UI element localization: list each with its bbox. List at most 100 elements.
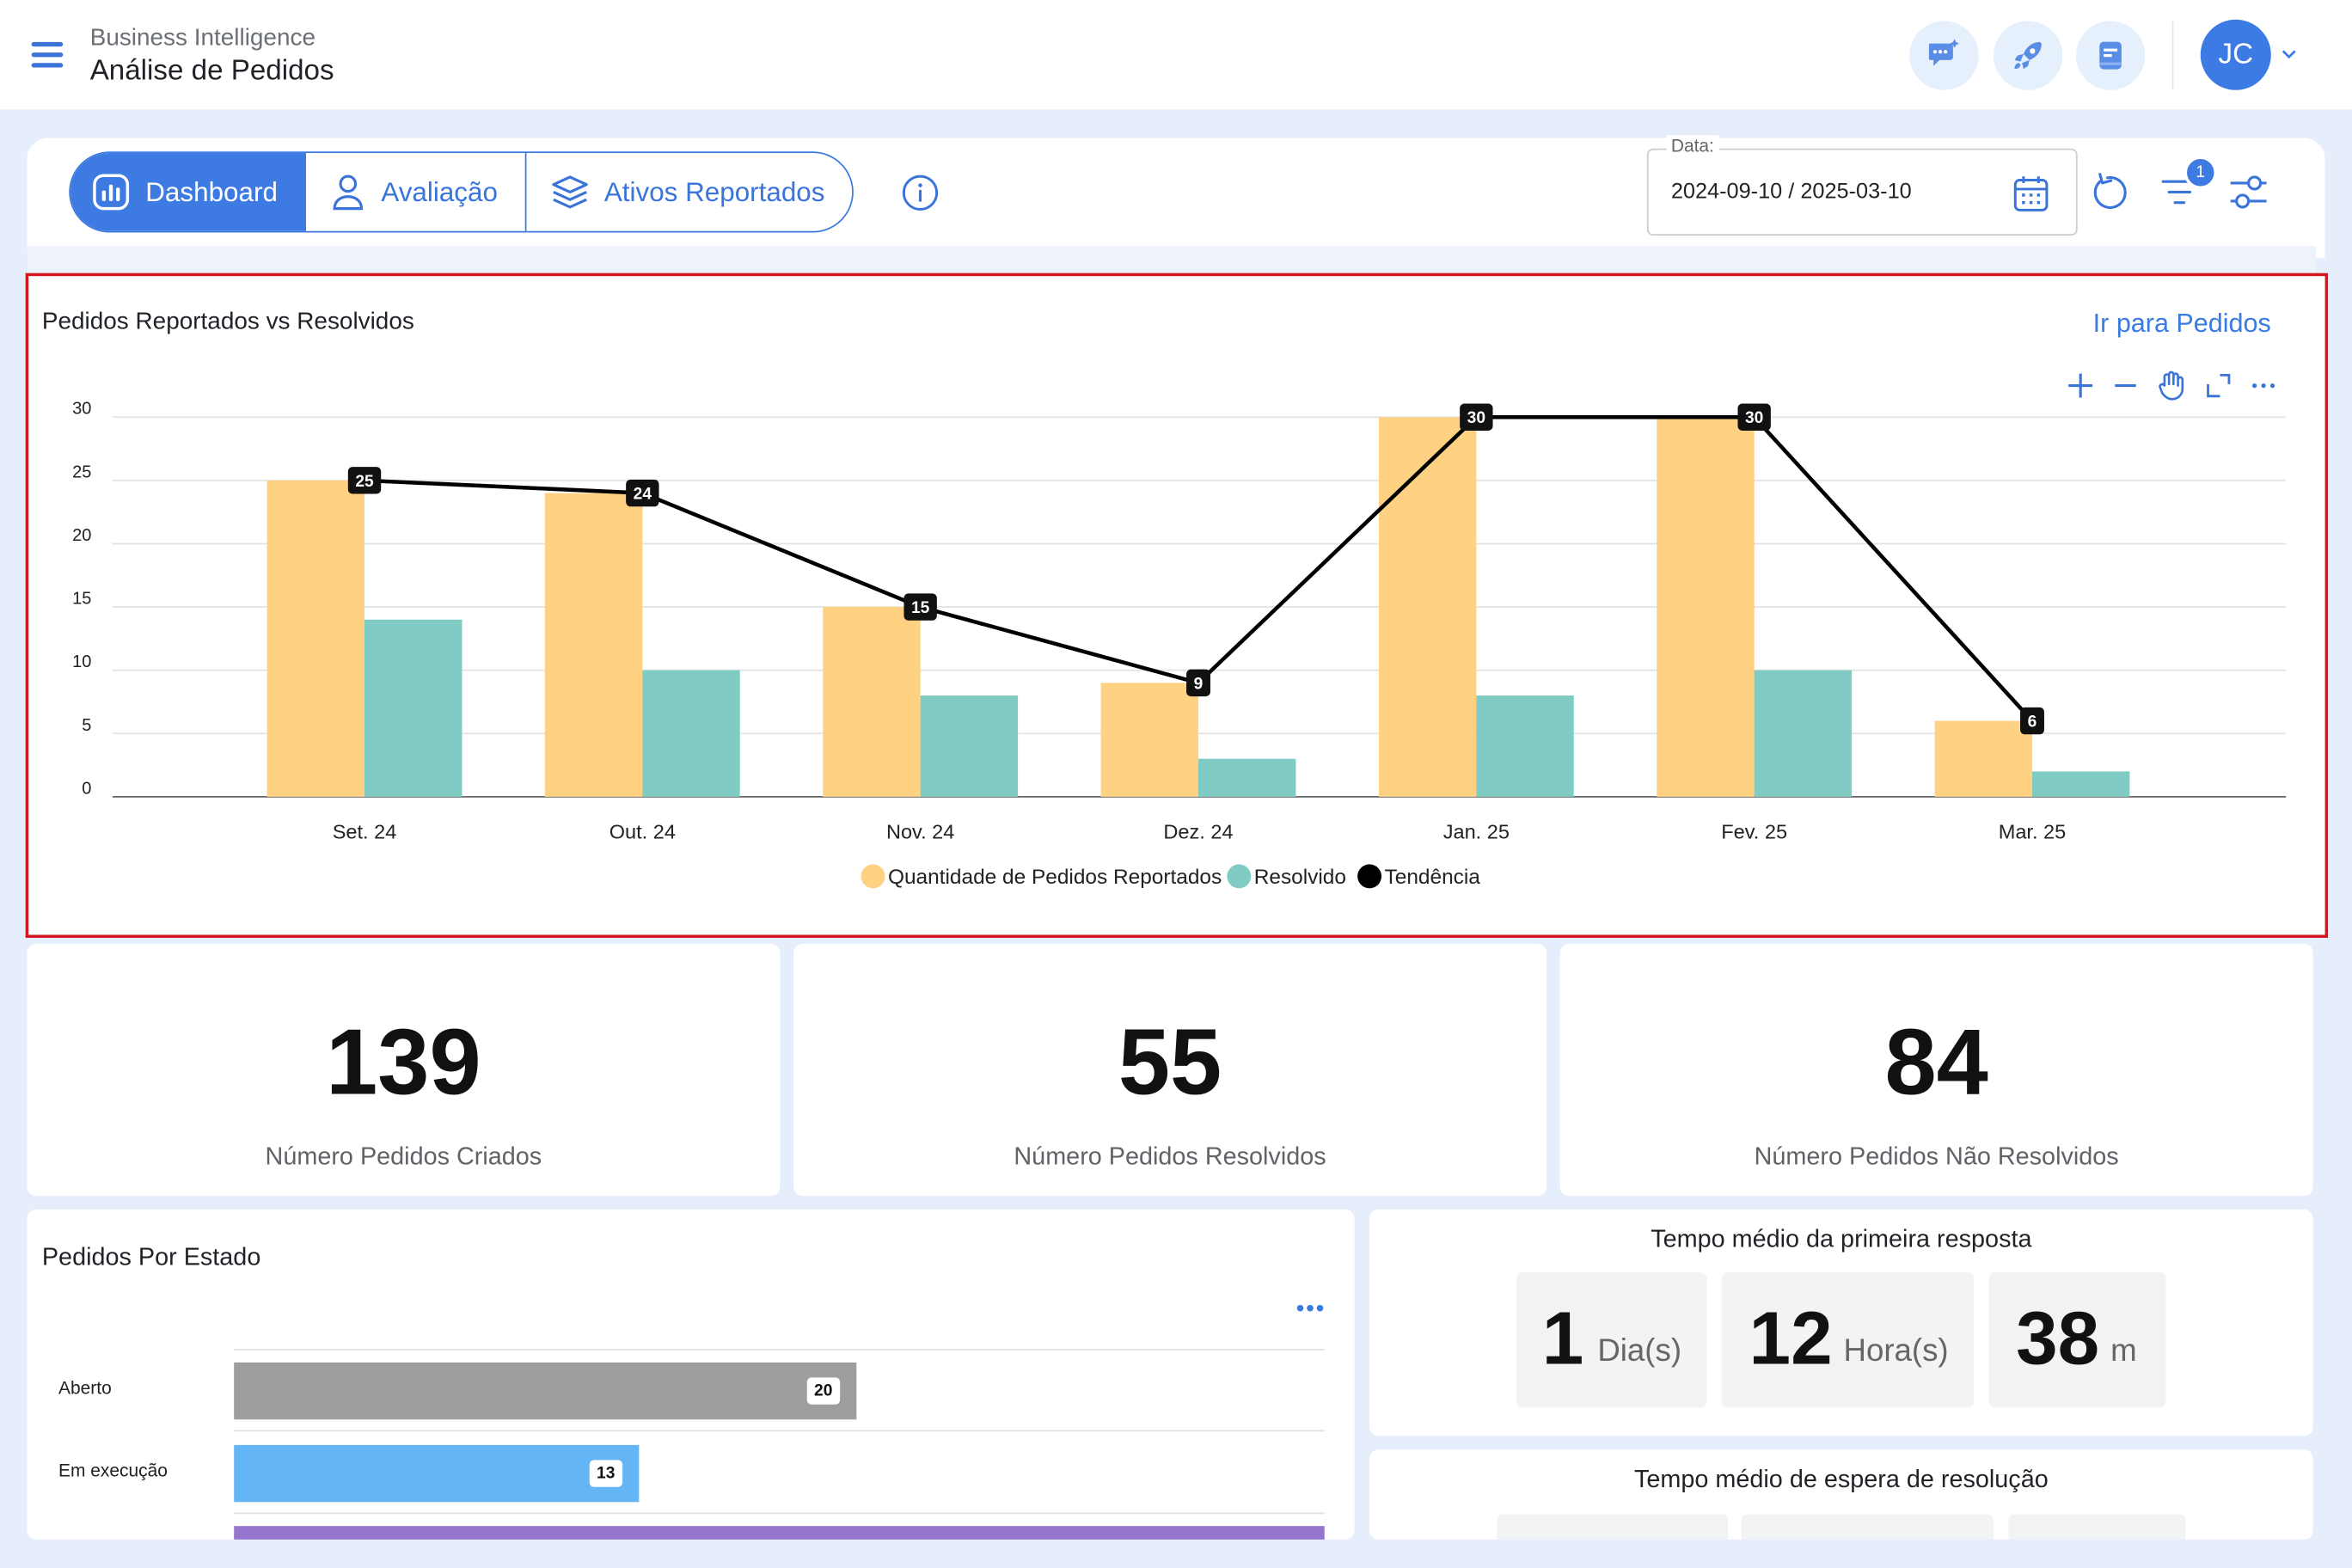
state-chart-title: Pedidos Por Estado bbox=[41, 1244, 261, 1271]
time-box-placeholder bbox=[1497, 1514, 1729, 1540]
tab-avaliacao-label: Avaliação bbox=[381, 176, 498, 207]
more-options-icon[interactable]: ••• bbox=[1295, 1296, 1326, 1322]
x-tick-label: Out. 24 bbox=[609, 821, 676, 843]
date-range-field[interactable]: 2024-09-10 / 2025-03-10 bbox=[1646, 148, 2078, 236]
y-tick-label: 30 bbox=[72, 400, 91, 419]
state-bar: 13 bbox=[234, 1444, 640, 1503]
state-value-badge: 13 bbox=[589, 1460, 623, 1487]
state-bar: 20 bbox=[234, 1362, 857, 1420]
zoom-out-icon[interactable] bbox=[2110, 371, 2141, 401]
trend-data-label: 6 bbox=[2028, 714, 2037, 732]
tab-avaliacao[interactable]: Avaliação bbox=[306, 153, 527, 231]
trend-point bbox=[1186, 669, 1210, 697]
time-days-value: 1 bbox=[1541, 1296, 1584, 1381]
y-tick-label: 25 bbox=[72, 462, 91, 481]
bar-reported bbox=[266, 480, 365, 797]
app-subtitle: Business Intelligence bbox=[89, 25, 315, 52]
bar-reported bbox=[1100, 683, 1199, 797]
trend-data-label: 15 bbox=[911, 599, 930, 617]
bar-reported bbox=[1657, 417, 1755, 797]
bar-reported bbox=[823, 607, 921, 797]
gridline bbox=[234, 1430, 1325, 1432]
pan-hand-icon[interactable] bbox=[2155, 369, 2188, 401]
time-hours-value: 12 bbox=[1749, 1296, 1833, 1381]
chat-sparkle-button[interactable] bbox=[1909, 21, 1979, 90]
stat-card-unresolved: 84 Número Pedidos Não Resolvidos bbox=[1559, 943, 2313, 1197]
time-box-placeholder bbox=[1741, 1514, 1994, 1540]
layers-icon bbox=[551, 175, 588, 209]
stat-value: 55 bbox=[1118, 1011, 1222, 1115]
bar-reported bbox=[1378, 417, 1477, 797]
bar-reported bbox=[544, 493, 643, 797]
time-minutes-value: 38 bbox=[2016, 1296, 2100, 1381]
avatar[interactable]: JC bbox=[2200, 19, 2271, 90]
state-label: Em execução bbox=[58, 1460, 168, 1481]
trend-data-label: 24 bbox=[634, 486, 652, 504]
x-tick-label: Fev. 25 bbox=[1721, 821, 1787, 843]
settings-sliders-icon[interactable] bbox=[2227, 171, 2269, 213]
time-hours-unit: Hora(s) bbox=[1843, 1333, 1949, 1369]
trend-point bbox=[2020, 707, 2044, 735]
orders-by-state-card: Pedidos Por Estado ••• Aberto Em execuçã… bbox=[27, 1209, 1355, 1540]
y-tick-label: 5 bbox=[82, 716, 91, 735]
time-minutes-box: 38 m bbox=[1988, 1272, 2166, 1408]
y-tick-label: 0 bbox=[82, 779, 91, 798]
trend-point bbox=[903, 593, 937, 621]
refresh-icon[interactable] bbox=[2091, 171, 2129, 213]
calendar-icon[interactable] bbox=[2013, 174, 2049, 212]
state-bar bbox=[234, 1526, 1325, 1540]
bar-resolved bbox=[1476, 695, 1574, 797]
hamburger-menu-icon[interactable] bbox=[30, 39, 66, 69]
reset-zoom-icon[interactable] bbox=[2203, 371, 2233, 401]
top-bar: Business Intelligence Análise de Pedidos… bbox=[0, 0, 2352, 110]
header-divider bbox=[2171, 21, 2174, 90]
legend-marker bbox=[1357, 864, 1382, 889]
time-minutes-unit: m bbox=[2110, 1333, 2137, 1369]
tab-dashboard[interactable]: Dashboard bbox=[70, 153, 307, 231]
chart-card: Pedidos Reportados vs Resolvidos Ir para… bbox=[25, 273, 2329, 938]
tab-ativos-reportados[interactable]: Ativos Reportados bbox=[526, 153, 852, 231]
resolution-wait-title: Tempo médio de espera de resolução bbox=[1633, 1466, 2049, 1493]
y-tick-label: 15 bbox=[72, 590, 91, 609]
first-response-title: Tempo médio da primeira resposta bbox=[1651, 1226, 2032, 1253]
chat-sparkle-icon bbox=[1928, 39, 1959, 66]
legend-marker bbox=[1227, 864, 1252, 889]
zoom-in-icon[interactable] bbox=[2066, 371, 2096, 401]
notes-button[interactable] bbox=[2075, 21, 2146, 90]
legend-label: Resolvido bbox=[1254, 866, 1346, 889]
stat-label: Número Pedidos Criados bbox=[265, 1143, 542, 1171]
stat-label: Número Pedidos Não Resolvidos bbox=[1754, 1143, 2119, 1171]
bar-resolved bbox=[2031, 771, 2130, 797]
gridline bbox=[234, 1349, 1325, 1351]
stat-value: 84 bbox=[1884, 1011, 1988, 1115]
user-icon bbox=[333, 175, 364, 211]
bar-resolved bbox=[1198, 758, 1296, 797]
first-response-card: Tempo médio da primeira resposta 1 Dia(s… bbox=[1369, 1209, 2313, 1436]
legend-label: Tendência bbox=[1385, 866, 1481, 889]
tab-ativos-label: Ativos Reportados bbox=[603, 176, 825, 207]
stat-card-created: 139 Número Pedidos Criados bbox=[27, 943, 781, 1197]
x-tick-label: Jan. 25 bbox=[1443, 821, 1510, 843]
go-to-orders-link[interactable]: Ir para Pedidos bbox=[2092, 307, 2271, 338]
section-spacer bbox=[27, 246, 2317, 273]
chart-toolbar bbox=[2066, 369, 2279, 401]
bar-reported bbox=[1934, 720, 2032, 797]
trend-data-label: 30 bbox=[1467, 409, 1485, 427]
stat-card-resolved: 55 Número Pedidos Resolvidos bbox=[793, 943, 1547, 1197]
time-days-unit: Dia(s) bbox=[1597, 1333, 1682, 1369]
chevron-down-icon[interactable] bbox=[2280, 45, 2298, 63]
chart-icon bbox=[93, 174, 130, 211]
more-options-icon[interactable] bbox=[2249, 371, 2279, 401]
date-range-label: Data: bbox=[1666, 135, 1719, 156]
rocket-button[interactable] bbox=[1993, 21, 2063, 90]
trend-point bbox=[347, 467, 382, 494]
legend-marker bbox=[861, 864, 885, 889]
time-days-box: 1 Dia(s) bbox=[1516, 1272, 1707, 1408]
x-tick-label: Mar. 25 bbox=[1999, 821, 2067, 843]
bar-resolved bbox=[642, 670, 740, 797]
notes-icon bbox=[2099, 41, 2122, 70]
rocket-icon bbox=[2014, 41, 2042, 70]
y-tick-label: 20 bbox=[72, 526, 91, 545]
trend-data-label: 9 bbox=[1194, 675, 1204, 693]
info-icon[interactable] bbox=[902, 174, 940, 211]
